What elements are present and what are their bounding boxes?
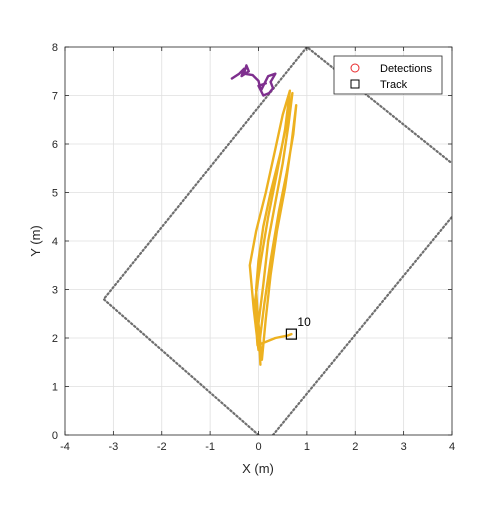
y-tick-label-2: 2 [52, 333, 58, 345]
x-tick-label-1: -3 [108, 441, 118, 453]
y-tick-label-3: 3 [52, 285, 58, 297]
x-tick-label-4: 0 [255, 441, 261, 453]
x-tick-label-8: 4 [449, 441, 455, 453]
legend-detections-marker [350, 63, 360, 73]
x-tick-label-0: -4 [60, 441, 70, 453]
x-tick-label-3: -1 [205, 441, 215, 453]
series-line-1 [230, 64, 277, 97]
x-tick-label-2: -2 [157, 441, 167, 453]
y-tick-label-0: 0 [52, 430, 58, 442]
y-axis-label: Y (m) [28, 225, 43, 257]
y-tick-label-1: 1 [52, 382, 58, 394]
x-tick-label-7: 3 [401, 441, 407, 453]
coverage-boundary [102, 47, 452, 435]
legend-track-marker [350, 79, 360, 89]
y-tick-label-5: 5 [52, 188, 58, 200]
coverage-boundary-inner [271, 215, 452, 435]
y-tick-label-8: 8 [52, 42, 58, 54]
track-marker [285, 328, 297, 340]
data-series [230, 64, 298, 366]
y-tick-label-6: 6 [52, 139, 58, 151]
x-tick-label-6: 2 [352, 441, 358, 453]
x-axis-label: X (m) [242, 461, 274, 476]
legend: Detections Track [333, 55, 443, 95]
x-tick-label-5: 1 [304, 441, 310, 453]
y-tick-label-4: 4 [52, 236, 58, 248]
y-tick-label-7: 7 [52, 91, 58, 103]
track-id-label: 10 [297, 315, 311, 329]
series-line-0 [248, 89, 298, 366]
coverage-boundary-outer [102, 47, 452, 435]
axis-ticks: -4 -3 -2 -1 0 1 2 3 4 0 1 2 3 4 5 6 7 8 [52, 42, 455, 453]
legend-detections-label: Detections [380, 63, 432, 75]
legend-track-label: Track [380, 79, 408, 91]
track-layer: 10 [285, 315, 311, 340]
